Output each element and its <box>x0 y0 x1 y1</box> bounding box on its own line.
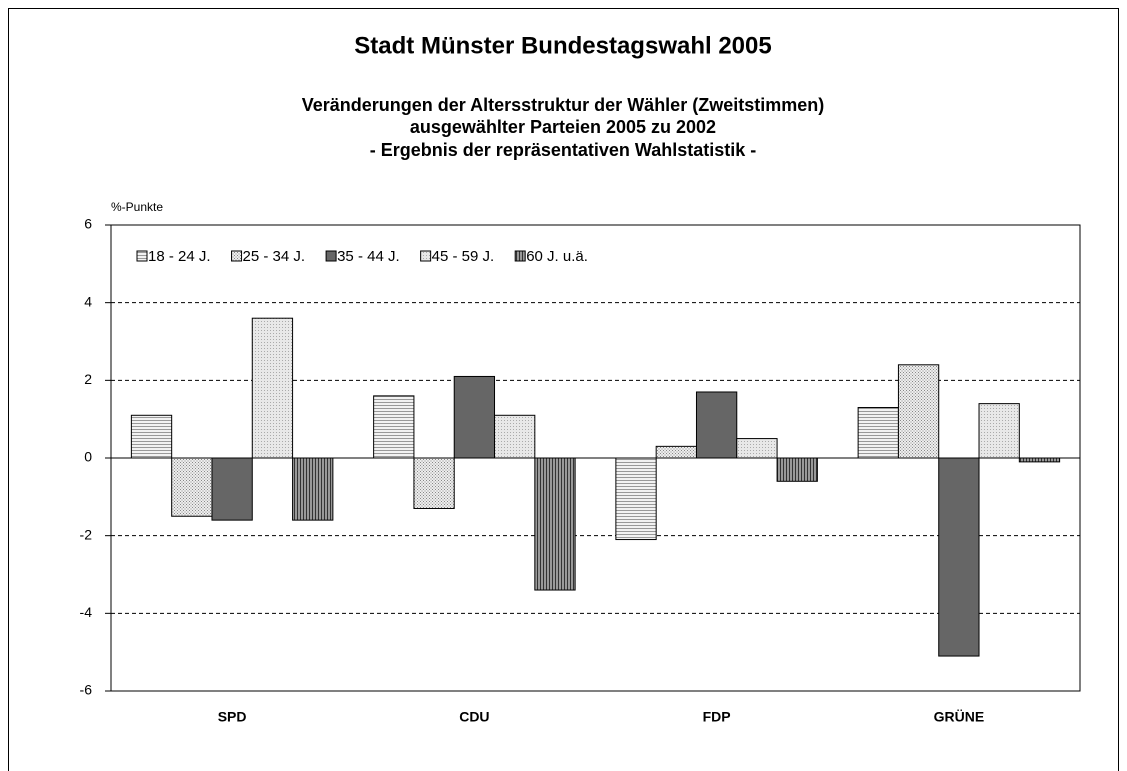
bar <box>1018 457 1061 463</box>
bar <box>494 414 536 459</box>
legend-label: 60 J. u.ä. <box>526 248 588 265</box>
bar <box>413 457 455 509</box>
x-tick-label: SPD <box>218 709 247 725</box>
x-tick-label: GRÜNE <box>934 709 985 725</box>
frame <box>8 8 1119 771</box>
bar <box>251 317 294 459</box>
bar <box>171 457 213 517</box>
bar <box>655 445 697 459</box>
legend-swatch <box>136 250 148 262</box>
bar <box>897 364 940 459</box>
bar <box>695 391 738 459</box>
legend-label: 25 - 34 J. <box>243 248 306 265</box>
y-tick-label: 6 <box>84 216 92 232</box>
chart-title: Stadt Münster Bundestagswahl 2005 <box>354 32 771 59</box>
bar <box>938 457 980 657</box>
legend-swatch <box>231 250 243 262</box>
legend-swatch <box>325 250 337 262</box>
bar <box>978 403 1020 459</box>
legend-label: 18 - 24 J. <box>148 248 211 265</box>
bar <box>373 395 415 459</box>
bar <box>534 457 576 591</box>
y-tick-label: -2 <box>80 526 93 542</box>
bar <box>857 407 899 459</box>
x-tick-label: CDU <box>459 709 489 725</box>
chart-subtitle: Veränderungen der Altersstruktur der Wäh… <box>302 95 824 115</box>
y-tick-label: -4 <box>80 604 93 620</box>
y-tick-label: 4 <box>84 293 92 309</box>
bar <box>736 438 778 459</box>
chart-subtitle: - Ergebnis der repräsentativen Wahlstati… <box>370 140 756 160</box>
legend-label: 35 - 44 J. <box>337 248 400 265</box>
legend-swatch <box>514 250 526 262</box>
legend-swatch <box>420 250 432 262</box>
bar <box>453 375 496 459</box>
bar <box>211 457 253 521</box>
y-axis-label: %-Punkte <box>111 200 163 214</box>
bar <box>615 457 657 541</box>
y-tick-label: -6 <box>80 682 93 698</box>
bar <box>130 414 173 459</box>
plot-border <box>110 224 1081 692</box>
y-tick-label: 2 <box>84 371 92 387</box>
x-tick-label: FDP <box>703 709 731 725</box>
bar <box>292 457 334 521</box>
bar <box>776 457 818 482</box>
legend-label: 45 - 59 J. <box>432 248 495 265</box>
y-tick-label: 0 <box>84 449 92 465</box>
chart-subtitle: ausgewählter Parteien 2005 zu 2002 <box>410 117 716 137</box>
